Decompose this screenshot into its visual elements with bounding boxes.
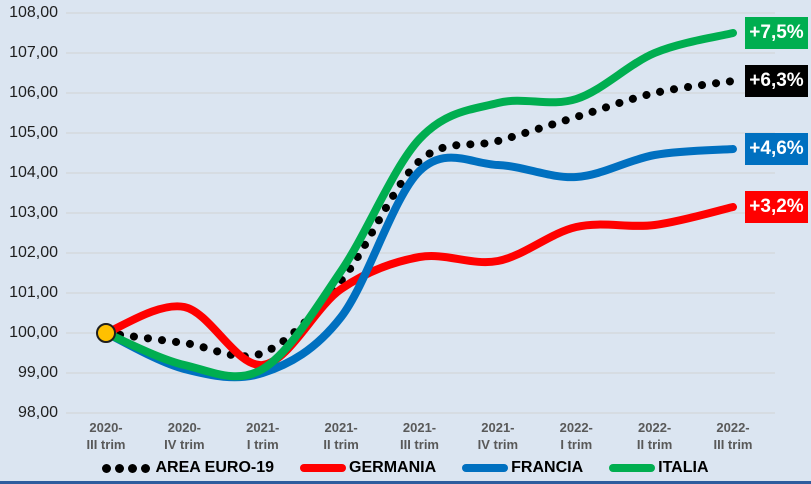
bottom-accent-bar	[0, 481, 811, 484]
y-tick-label: 101,00	[9, 284, 58, 301]
legend-item-area-euro-19: AREA EURO-19	[102, 459, 274, 477]
legend-item-francia: FRANCIA	[462, 459, 583, 477]
red-line-icon	[300, 464, 347, 472]
badge-germania: +3,2%	[745, 191, 808, 223]
y-tick-label: 103,00	[9, 204, 58, 221]
y-tick-label: 98,00	[17, 404, 58, 421]
legend-label: GERMANIA	[349, 459, 437, 476]
y-tick-label: 102,00	[9, 244, 58, 261]
badge-area-euro-19: +6,3%	[745, 65, 808, 97]
badge-francia: +4,6%	[745, 133, 808, 165]
x-tick-label: 2020- III trim	[86, 420, 126, 452]
legend-label: AREA EURO-19	[155, 459, 275, 476]
y-tick-label: 99,00	[17, 364, 58, 381]
y-tick-label: 107,00	[9, 44, 58, 61]
y-tick-label: 105,00	[9, 124, 58, 141]
x-tick-label: 2022- III trim	[713, 420, 753, 452]
x-tick-label: 2021- I trim	[246, 420, 280, 452]
green-line-icon	[609, 464, 656, 472]
blue-line-icon	[462, 464, 509, 472]
dotted-line-icon	[102, 463, 151, 473]
x-tick-label: 2020- IV trim	[164, 420, 205, 452]
legend-label: FRANCIA	[511, 459, 584, 476]
x-tick-label: 2022- II trim	[636, 420, 673, 452]
y-tick-label: 108,00	[9, 4, 58, 21]
legend-item-germania: GERMANIA	[300, 459, 436, 477]
y-tick-label: 104,00	[9, 164, 58, 181]
x-tick-label: 2021- IV trim	[477, 420, 519, 452]
legend-item-italia: ITALIA	[609, 459, 709, 477]
x-tick-label: 2021- II trim	[323, 420, 359, 452]
y-tick-label: 100,00	[9, 324, 58, 341]
y-tick-label: 106,00	[9, 84, 58, 101]
legend-label: ITALIA	[658, 459, 709, 476]
badge-italia: +7,5%	[745, 17, 808, 49]
x-tick-label: 2021- III trim	[399, 420, 439, 452]
x-tick-label: 2022- I trim	[559, 420, 593, 452]
legend: AREA EURO-19 GERMANIA FRANCIA ITALIA	[0, 457, 811, 479]
